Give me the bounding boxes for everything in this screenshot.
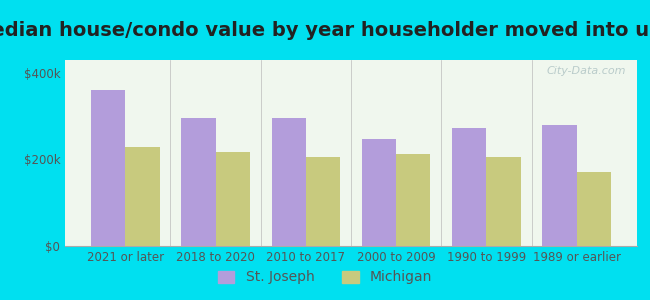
Text: City-Data.com: City-Data.com [546,66,625,76]
Text: Median house/condo value by year householder moved into unit: Median house/condo value by year househo… [0,21,650,40]
Bar [396,154,430,246]
Bar [272,118,306,246]
Bar [125,147,160,246]
Bar [577,172,611,246]
Bar [181,118,216,246]
Legend: St. Joseph, Michigan: St. Joseph, Michigan [212,265,438,290]
Bar [452,128,486,246]
Bar [216,152,250,246]
Bar [362,139,396,246]
Bar [306,157,340,246]
Bar [542,125,577,246]
Bar [91,90,125,246]
Bar [486,157,521,246]
